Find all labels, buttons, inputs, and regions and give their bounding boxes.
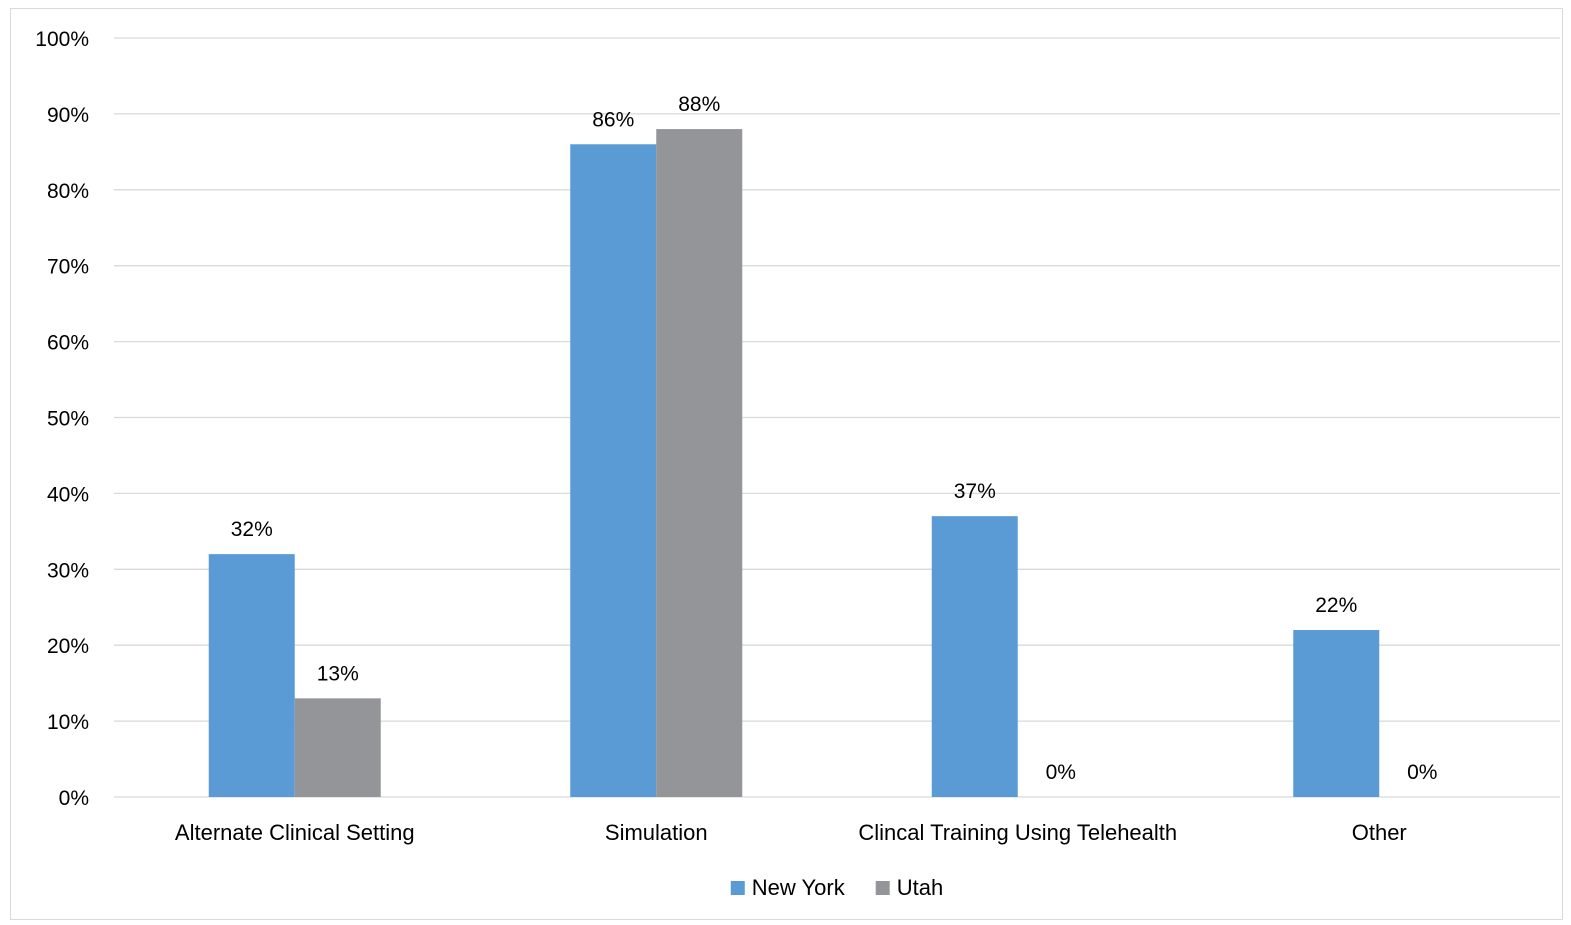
- x-category-label: Alternate Clinical Setting: [175, 820, 415, 845]
- data-label: 22%: [1315, 594, 1357, 617]
- data-labels: 32% 13% 86% 88% 37% 0% 22% 0%: [231, 93, 1438, 784]
- y-tick-label: 90%: [47, 104, 89, 127]
- legend-swatch: [875, 881, 890, 895]
- bar-new-york: [931, 516, 1018, 797]
- y-axis-tick-labels: 0% 10% 20% 30% 40% 50% 60% 70% 80% 90% 100%: [35, 28, 89, 810]
- data-label: 88%: [678, 93, 720, 116]
- y-tick-label: 80%: [47, 180, 89, 203]
- legend-label: New York: [752, 875, 846, 900]
- y-tick-label: 40%: [47, 483, 89, 506]
- x-category-label: Clincal Training Using Telehealth: [858, 820, 1177, 845]
- bar-new-york: [208, 554, 295, 797]
- y-tick-label: 10%: [47, 711, 89, 734]
- x-category-label: Other: [1352, 820, 1407, 845]
- y-tick-label: 20%: [47, 635, 89, 658]
- data-label: 32%: [231, 518, 273, 541]
- bar-utah: [656, 129, 743, 797]
- bars: [208, 129, 1380, 797]
- x-axis-category-labels: Alternate Clinical Setting Simulation Clin…: [175, 820, 1407, 845]
- legend: New York Utah: [730, 875, 943, 900]
- y-tick-label: 100%: [35, 28, 89, 51]
- bar-new-york: [1293, 630, 1380, 797]
- legend-item-new-york: New York: [730, 875, 846, 900]
- data-label: 0%: [1046, 761, 1076, 784]
- bar-new-york: [570, 144, 657, 797]
- x-category-label: Simulation: [605, 820, 708, 845]
- legend-swatch: [730, 881, 745, 895]
- legend-item-utah: Utah: [875, 875, 943, 900]
- bar-utah: [294, 698, 381, 797]
- y-tick-label: 0%: [59, 787, 89, 810]
- y-tick-label: 50%: [47, 408, 89, 431]
- data-label: 13%: [317, 662, 359, 685]
- data-label: 37%: [954, 480, 996, 503]
- y-tick-label: 70%: [47, 256, 89, 279]
- data-label: 86%: [592, 108, 634, 131]
- y-tick-label: 30%: [47, 559, 89, 582]
- data-label: 0%: [1407, 761, 1437, 784]
- y-tick-label: 60%: [47, 332, 89, 355]
- legend-label: Utah: [897, 875, 943, 900]
